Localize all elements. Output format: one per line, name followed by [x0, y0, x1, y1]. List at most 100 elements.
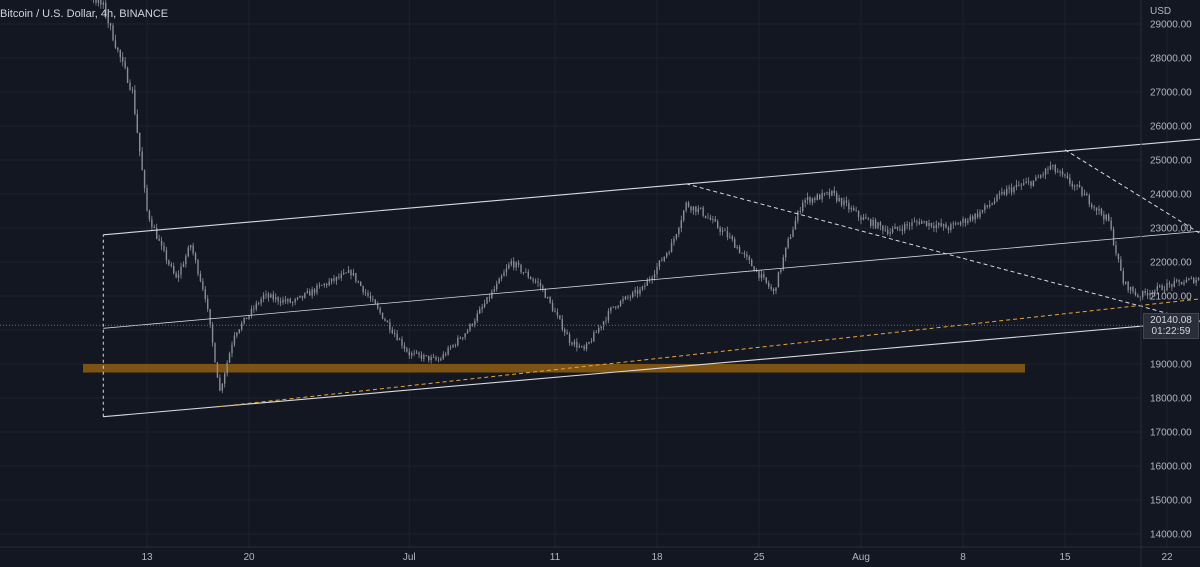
candle-body [1027, 181, 1030, 183]
candle-body [141, 151, 143, 171]
candle-body [250, 308, 253, 316]
candle-body [624, 296, 627, 300]
support-zone[interactable] [83, 364, 1025, 373]
candle-body [231, 344, 233, 354]
time-tick-label: Jul [403, 552, 416, 563]
time-axis[interactable]: Jun1320Jul111825Aug81522Sep1219 [0, 552, 1200, 563]
symbol-legend[interactable]: Bitcoin / U.S. Dollar, 4h, BINANCE [0, 8, 169, 20]
candle-body [870, 219, 872, 226]
candle-body [136, 114, 138, 133]
candle-body [617, 305, 619, 308]
candle-body [636, 290, 639, 294]
price-tick-label: 29000.00 [1150, 20, 1192, 31]
candle-body [1064, 174, 1066, 176]
candle-body [1159, 285, 1161, 287]
candle-body [345, 272, 347, 274]
candle-body [789, 236, 792, 239]
candle-body [1115, 245, 1117, 254]
candle-body [734, 239, 736, 248]
candle-body [724, 230, 726, 232]
candle-body [1078, 184, 1081, 188]
candle-body [316, 285, 318, 293]
candle-body [462, 337, 464, 339]
drawing-layer-under[interactable] [83, 364, 1025, 373]
candle-body [143, 170, 146, 189]
candle-body [561, 319, 563, 330]
candle-body [823, 193, 826, 194]
candle-body [260, 299, 262, 304]
candle-body [848, 202, 850, 210]
candle-body [797, 211, 799, 221]
candle-body [1129, 286, 1132, 291]
candle-body [850, 208, 852, 210]
candle-body [386, 320, 389, 323]
candle-body [1190, 277, 1192, 279]
candle-body [923, 221, 925, 222]
candle-body [906, 224, 908, 226]
candle-body [1015, 184, 1018, 188]
candle-body [967, 220, 969, 223]
descending-trendline-1[interactable] [686, 183, 1200, 388]
candle-body [1108, 214, 1110, 221]
candle-body [486, 297, 488, 304]
candle-body [840, 198, 843, 206]
price-tick-label: 15000.00 [1150, 496, 1192, 507]
candle-body [1018, 184, 1020, 186]
candle-body [379, 308, 381, 313]
candle-body [97, 0, 100, 3]
candle-body [1010, 187, 1013, 193]
price-tick-label: 17000.00 [1150, 428, 1192, 439]
channel-upper-line[interactable] [103, 119, 1200, 236]
candle-body [707, 217, 709, 219]
orange-trendline[interactable] [219, 271, 1200, 407]
candle-body [743, 253, 746, 255]
candle-body [981, 209, 984, 212]
candle-body [408, 351, 410, 356]
drawing-layer-over[interactable] [0, 119, 1200, 418]
candle-body [1103, 214, 1105, 220]
candle-body [687, 202, 690, 207]
candle-body [1156, 286, 1158, 291]
candle-body [551, 302, 554, 311]
channel-lower-line[interactable] [103, 301, 1200, 418]
candle-body [568, 334, 571, 343]
candle-body [957, 223, 959, 225]
candle-body [515, 262, 517, 268]
candle-body [151, 219, 153, 227]
candle-body [700, 207, 702, 209]
candle-body [301, 295, 304, 298]
candle-body [891, 228, 894, 233]
price-tick-label: 21000.00 [1150, 292, 1192, 303]
candle-body [765, 277, 767, 283]
candle-body [831, 190, 833, 196]
candle-body [296, 297, 299, 300]
candle-body [1095, 207, 1098, 211]
candle-body [185, 256, 187, 265]
candle-body [814, 198, 816, 200]
candle-body [522, 272, 525, 273]
channel-middle-line[interactable] [103, 211, 1200, 329]
candle-body [328, 281, 330, 286]
candle-body [318, 285, 321, 287]
candle-body [658, 260, 661, 267]
candle-body [685, 202, 687, 211]
candle-body [362, 285, 364, 293]
candle-body [476, 313, 478, 321]
candle-body [275, 297, 277, 300]
candle-body [578, 346, 580, 348]
candle-body [1110, 220, 1112, 230]
candle-body [534, 280, 537, 282]
candle-body [513, 261, 515, 268]
candle-body [1180, 281, 1183, 285]
candle-body [884, 229, 886, 231]
candle-body [816, 194, 818, 200]
candle-body [972, 216, 974, 220]
candle-body [746, 254, 748, 257]
candle-body [474, 320, 476, 326]
candle-body [306, 291, 308, 293]
candle-body [299, 295, 301, 298]
candle-body [292, 302, 294, 303]
candle-body [272, 294, 274, 300]
